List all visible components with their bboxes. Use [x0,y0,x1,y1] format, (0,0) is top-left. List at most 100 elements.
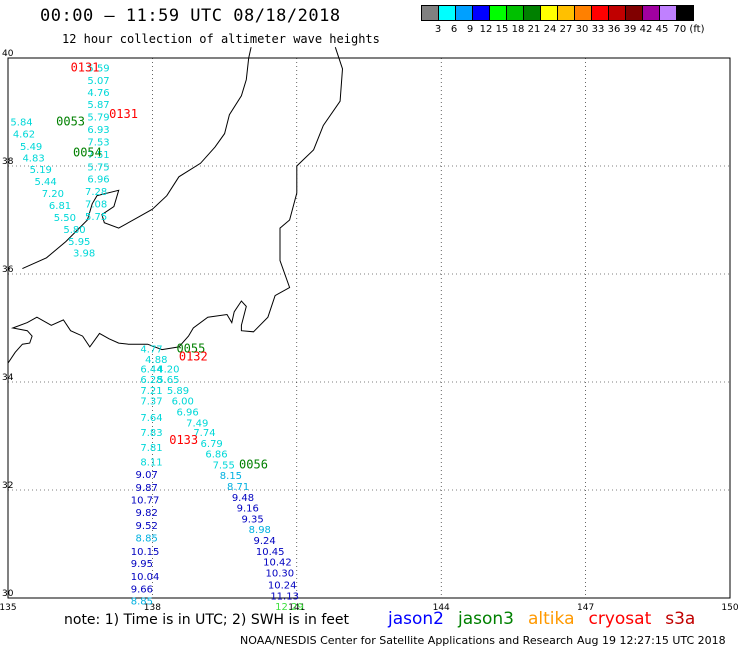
chart-subtitle: 12 hour collection of altimeter wave hei… [62,32,380,46]
lat-tick-label: 38 [2,157,14,167]
mission-altika: altika [528,609,575,629]
wave-height-label: 10.77 [131,496,160,507]
credit-line: NOAA/NESDIS Center for Satellite Applica… [240,634,574,647]
wave-height-label: 10.24 [268,580,297,591]
color-scale-legend: 3 6 9 12 15 18 21 24 27 30 33 36 39 42 45 70 (ft) [421,5,704,35]
pass-label: 0132 [179,349,208,363]
wave-height-label: 9.48 [232,493,254,504]
mission-legend: jason2 jason3 altika cryosat s3a [388,609,709,629]
wave-height-label: 5.95 [68,237,90,248]
map-frame [7,57,731,599]
wave-height-label: 9.07 [136,470,158,481]
pass-label: 0131 [71,61,100,75]
mission-jason2: jason2 [388,609,444,629]
legend-swatch [676,5,694,21]
wave-height-label: 8.71 [227,482,249,493]
lon-tick-label: 150 [721,603,738,613]
pass-label: 0053 [56,115,85,129]
coastline [7,47,344,364]
wave-height-label: 7.21 [140,386,162,397]
wave-height-label: 10.42 [263,558,292,569]
wave-height-label: 5.75 [87,162,109,173]
wave-height-label: 9.24 [253,536,275,547]
lon-tick-label: 138 [144,603,161,613]
mission-cryosat: cryosat [588,609,652,629]
wave-height-label: 12.29 [275,602,304,613]
wave-height-label: 4.62 [13,129,35,140]
wave-height-label: 10.30 [266,568,295,579]
wave-height-label: 7.81 [140,443,162,454]
lon-tick-label: 141 [288,603,305,613]
wave-height-label: 4.83 [22,154,44,165]
wave-height-label: 7.08 [85,200,107,211]
lon-tick-label: 135 [0,603,17,613]
lat-lon-grid [8,58,730,598]
wave-height-label: 7.49 [186,418,208,429]
mission-s3a: s3a [665,609,696,629]
legend-tick-label: 9 [466,24,474,35]
legend-tick-label: 45 [655,24,669,35]
legend-unit-label: 70 (ft) [673,24,705,35]
wave-height-label: 4.77 [140,344,162,355]
color-swatches [421,5,694,21]
wave-height-label: 9.87 [136,483,158,494]
wave-height-label: 5.79 [87,113,109,124]
chart-title: 00:00 — 11:59 UTC 08/18/2018 [40,6,341,26]
legend-tick-label: 42 [639,24,653,35]
wave-height-label: 4.20 [157,364,179,375]
legend-tick-label: 33 [591,24,605,35]
wave-height-label: 8.85 [136,533,158,544]
axis-labels: 135 138 141 144 147 150 30 32 34 36 38 40 [0,49,739,613]
wave-height-label: 5.50 [54,213,76,224]
wave-height-label: 6.96 [176,407,198,418]
honshu-pacific-coast [7,47,344,364]
pass-label: 0056 [239,457,268,471]
wave-height-label: 5.44 [34,177,56,188]
wave-height-label: 8.11 [140,458,162,469]
wave-height-label: 7.20 [42,189,64,200]
generation-timestamp: Aug 19 12:27:15 UTC 2018 [577,634,726,647]
legend-tick-label: 21 [527,24,541,35]
wave-height-label: 5.65 [157,375,179,386]
wave-height-label: 4.76 [87,88,109,99]
footer-note: note: 1) Time is in UTC; 2) SWH is in fe… [64,612,350,628]
wave-height-label: 10.15 [131,547,160,558]
color-scale-labels: 3 6 9 12 15 18 21 24 27 30 33 36 39 42 45 70 (ft) [421,24,740,38]
wave-height-label: 11.13 [270,592,299,603]
legend-tick-label: 3 [434,24,442,35]
wave-height-label: 5.75 [85,212,107,223]
wave-height-label: 5.84 [10,118,32,129]
legend-tick-label: 30 [575,24,589,35]
legend-tick-label: 12 [479,24,493,35]
wave-height-label: 8.85 [131,596,153,607]
pass-label: 0133 [169,433,198,447]
wave-height-label: 6.96 [87,175,109,186]
lat-tick-label: 30 [2,589,14,599]
wave-height-label: 10.04 [131,572,160,583]
legend-tick-label: 39 [623,24,637,35]
lat-tick-label: 36 [2,265,14,275]
wave-height-label: 9.82 [136,508,158,519]
wave-height-label: 7.74 [193,428,215,439]
wave-height-label: 9.52 [136,521,158,532]
wave-height-label: 5.49 [20,142,42,153]
mission-jason3: jason3 [458,609,514,629]
wave-height-label: 6.86 [205,450,227,461]
wave-height-label: 9.66 [131,585,153,596]
wave-height-label: 9.35 [241,514,263,525]
pass-label: 0055 [176,341,205,355]
wave-height-label: 8.15 [220,471,242,482]
wave-height-label: 3.98 [73,249,95,260]
wave-height-label: 8.98 [249,525,271,536]
wave-height-label: 6.28 [140,375,162,386]
wave-height-label: 5.07 [87,76,109,87]
legend-tick-label: 36 [607,24,621,35]
legend-tick-label: 24 [543,24,557,35]
wave-height-label: 5.19 [30,165,52,176]
lon-tick-label: 144 [433,603,450,613]
wave-height-label: 5.89 [167,386,189,397]
wave-height-label: 7.64 [140,413,162,424]
wave-height-label: 6.93 [87,125,109,136]
wave-height-label: 4.88 [145,355,167,366]
wave-height-label: 6.00 [172,397,194,408]
